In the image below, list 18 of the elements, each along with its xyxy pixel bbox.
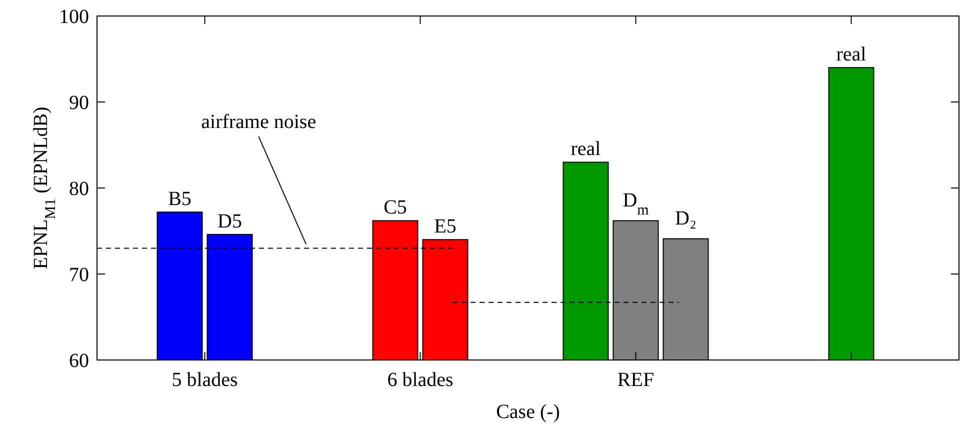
y-tick-label: 100 [59, 6, 89, 28]
data-label: B5 [168, 188, 192, 210]
x-tick-label: 6 blades [387, 369, 454, 391]
x-tick-label: 5 blades [172, 369, 238, 391]
data-label: E5 [434, 216, 456, 238]
data-label: D5 [218, 210, 242, 232]
ref-line-label: airframe noise [201, 110, 316, 133]
x-axis-title: Case (-) [496, 401, 560, 423]
data-label: D$_{m}$ [622, 190, 650, 219]
data-label: real [570, 138, 602, 160]
y-tick-label: 80 [69, 178, 89, 200]
data-label: real [836, 44, 867, 66]
data-label: D₂ [675, 208, 696, 230]
y-tick-label: 70 [69, 264, 89, 286]
x-tick-label: REF [617, 369, 654, 391]
y-tick-label: 90 [69, 92, 89, 114]
data-label: C5 [384, 196, 407, 219]
y-tick-label: 60 [69, 350, 89, 372]
